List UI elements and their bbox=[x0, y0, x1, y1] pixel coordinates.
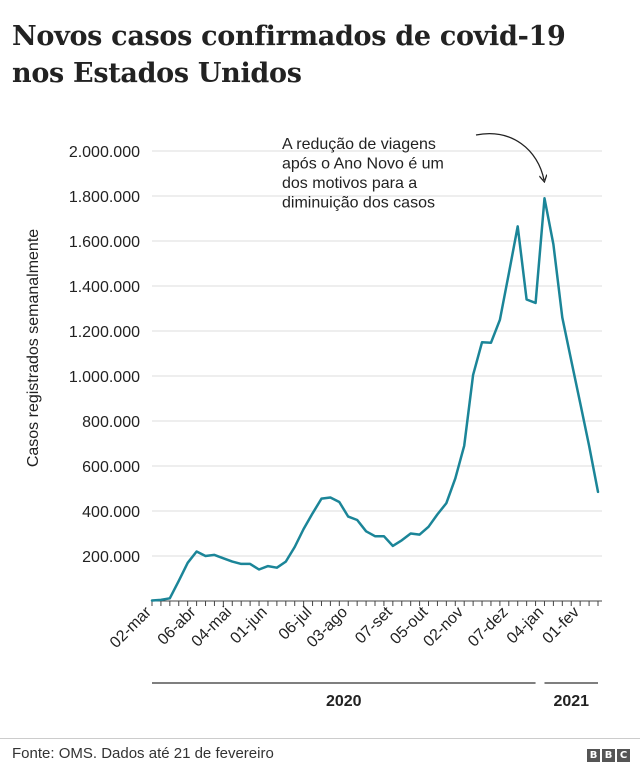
x-tick-label: 01-jun bbox=[227, 604, 270, 647]
year-label: 2021 bbox=[553, 693, 589, 710]
x-tick-label: 01-fev bbox=[540, 604, 583, 647]
y-tick-label: 2.000.000 bbox=[69, 144, 140, 161]
x-tick-label: 02-mar bbox=[107, 603, 155, 651]
annotation-line: A redução de viagens bbox=[282, 136, 436, 153]
chart-title: Novos casos confirmados de covid-19 nos … bbox=[12, 21, 566, 89]
bbc-logo-letter: C bbox=[617, 749, 630, 762]
bbc-logo: B B C bbox=[587, 749, 630, 762]
y-tick-label: 1.400.000 bbox=[69, 279, 140, 296]
y-tick-label: 200.000 bbox=[82, 549, 140, 566]
annotation-arrow bbox=[475, 133, 544, 180]
y-tick-label: 1.600.000 bbox=[69, 234, 140, 251]
y-tick-label: 600.000 bbox=[82, 459, 140, 476]
source-note: Fonte: OMS. Dados até 21 de fevereiro bbox=[12, 745, 274, 762]
annotation-line: dos motivos para a bbox=[282, 175, 417, 192]
x-tick-label: 03-ago bbox=[304, 604, 351, 651]
y-axis-label: Casos registrados semanalmente bbox=[25, 229, 42, 467]
annotation-text: A redução de viagens após o Ano Novo é um… bbox=[282, 136, 444, 212]
x-tick-label: 02-nov bbox=[420, 604, 467, 651]
bbc-logo-letter: B bbox=[602, 749, 615, 762]
x-tick-label: 07-set bbox=[352, 603, 396, 647]
annotation-line: diminuição dos casos bbox=[282, 195, 435, 212]
x-tick-label: 04-mai bbox=[189, 604, 236, 651]
y-tick-label: 1.200.000 bbox=[69, 324, 140, 341]
series-line bbox=[150, 197, 600, 602]
x-tick-label: 04-jan bbox=[504, 604, 547, 647]
y-tick-label: 1.000.000 bbox=[69, 369, 140, 386]
annotation-line: após o Ano Novo é um bbox=[282, 156, 444, 173]
year-label: 2020 bbox=[326, 693, 362, 710]
x-tick-label: 07-dez bbox=[465, 604, 512, 651]
y-tick-label: 1.800.000 bbox=[69, 189, 140, 206]
y-tick-label: 800.000 bbox=[82, 414, 140, 431]
annotation: A redução de viagens após o Ano Novo é um… bbox=[282, 133, 544, 212]
bbc-logo-letter: B bbox=[587, 749, 600, 762]
y-tick-label: 400.000 bbox=[82, 504, 140, 521]
footer-divider bbox=[0, 738, 640, 739]
line-chart: 200.000 400.000 600.000 800.000 1.000.000 1.2… bbox=[25, 133, 602, 710]
